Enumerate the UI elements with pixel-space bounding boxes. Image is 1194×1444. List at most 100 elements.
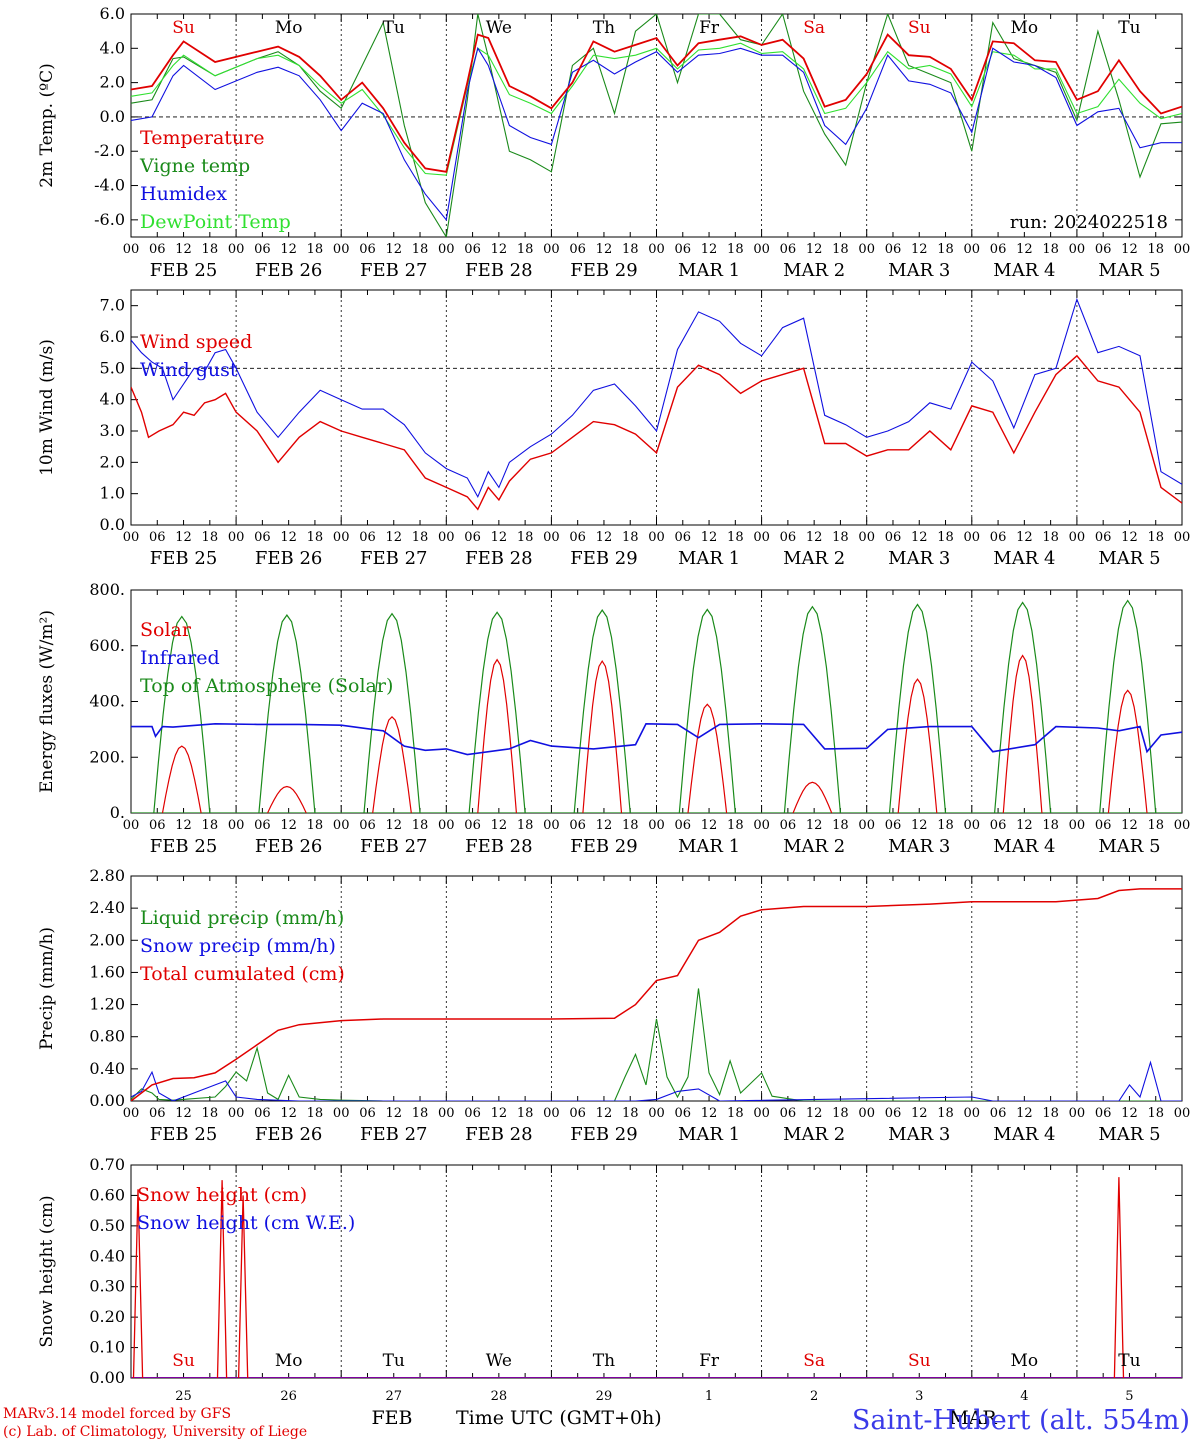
y-tick-label: 0.20 xyxy=(89,1307,125,1326)
weekday-label: Th xyxy=(593,18,615,38)
y-tick-label: -2.0 xyxy=(94,141,125,160)
legend-entry: Snow height (cm W.E.) xyxy=(137,1212,355,1234)
hour-label: 06 xyxy=(990,530,1007,545)
y-axis-label: 2m Temp. (ºC) xyxy=(37,63,57,188)
date-label: FEB 29 xyxy=(570,548,637,569)
hour-label: 00 xyxy=(648,530,665,545)
hour-label: 18 xyxy=(832,530,849,545)
date-label: MAR 2 xyxy=(783,836,845,857)
hour-label: 12 xyxy=(175,1106,192,1121)
hour-label: 00 xyxy=(1174,530,1191,545)
y-tick-label: 7.0 xyxy=(100,296,125,315)
hour-label: 00 xyxy=(1069,242,1086,257)
footer-month-label-2: MAR xyxy=(949,1407,997,1429)
hour-label: 00 xyxy=(648,242,665,257)
date-label: MAR 4 xyxy=(993,548,1055,569)
footer-lab-credit: (c) Lab. of Climatology, University of L… xyxy=(3,1424,307,1440)
hour-label: 12 xyxy=(596,1106,613,1121)
series-line-top-of-atmosphere xyxy=(468,611,526,813)
hour-label: 00 xyxy=(228,1106,245,1121)
hour-label: 12 xyxy=(701,242,718,257)
hour-label: 18 xyxy=(1042,818,1059,833)
hour-label: 18 xyxy=(1147,818,1164,833)
date-label: MAR 2 xyxy=(783,1124,845,1145)
y-tick-label: -4.0 xyxy=(94,176,125,195)
footer-month-label: FEB xyxy=(371,1407,412,1429)
series-line-wind-speed xyxy=(131,354,1182,511)
series-line-solar xyxy=(477,658,517,813)
hour-label: 06 xyxy=(149,530,166,545)
hour-label: 12 xyxy=(280,530,297,545)
series-line-humidex xyxy=(131,46,1182,222)
series-line-infrared xyxy=(131,722,1182,756)
hour-label: 12 xyxy=(1121,818,1138,833)
hour-label: 18 xyxy=(202,818,219,833)
y-tick-label: 0.40 xyxy=(89,1059,125,1078)
series-line-solar xyxy=(1107,689,1148,813)
hour-label: 06 xyxy=(1095,1106,1112,1121)
y-tick-label: 1.60 xyxy=(89,962,125,981)
hour-label: 06 xyxy=(780,1106,797,1121)
hour-label: 06 xyxy=(1095,818,1112,833)
date-label: MAR 5 xyxy=(1098,548,1160,569)
weekday-label: Mo xyxy=(1011,18,1039,38)
date-label: FEB 27 xyxy=(360,1124,427,1145)
date-label: MAR 4 xyxy=(993,836,1055,857)
hour-label: 18 xyxy=(727,1106,744,1121)
legend-entry: Wind speed xyxy=(140,331,252,353)
y-tick-label: 200. xyxy=(89,747,125,766)
day-number-label: 26 xyxy=(280,1389,297,1404)
day-number-label: 1 xyxy=(705,1389,713,1404)
hour-label: 12 xyxy=(1016,242,1033,257)
series-line-solar xyxy=(161,745,202,813)
day-number-label: 29 xyxy=(596,1389,613,1404)
date-label: FEB 28 xyxy=(465,548,532,569)
hour-label: 18 xyxy=(622,1106,639,1121)
date-label: FEB 27 xyxy=(360,260,427,281)
weekday-label: Tu xyxy=(1118,18,1140,38)
series-line-top-of-atmosphere xyxy=(994,601,1052,813)
weekday-label: Fr xyxy=(699,18,720,38)
hour-label: 18 xyxy=(412,1106,429,1121)
date-label: FEB 29 xyxy=(570,1124,637,1145)
hour-label: 00 xyxy=(438,242,455,257)
y-tick-label: 400. xyxy=(89,692,125,711)
hour-label: 06 xyxy=(254,1106,271,1121)
hour-label: 18 xyxy=(727,818,744,833)
hour-label: 06 xyxy=(990,242,1007,257)
date-label: MAR 3 xyxy=(888,836,950,857)
hour-label: 12 xyxy=(491,818,508,833)
y-tick-label: 0.60 xyxy=(89,1185,125,1204)
legend-entry: Liquid precip (mm/h) xyxy=(140,907,344,929)
hour-label: 00 xyxy=(543,530,560,545)
date-label: FEB 29 xyxy=(570,260,637,281)
hour-label: 06 xyxy=(675,530,692,545)
weekday-label: Th xyxy=(593,1351,615,1371)
hour-label: 00 xyxy=(964,530,981,545)
hour-label: 00 xyxy=(1069,530,1086,545)
date-label: MAR 4 xyxy=(993,1124,1055,1145)
hour-label: 06 xyxy=(464,1106,481,1121)
day-number-label: 27 xyxy=(385,1389,402,1404)
panel-4: 2.80 2.40 2.00 1.60 1.20 0.80 0.40 0.00 Precip (… xyxy=(37,866,1190,1145)
day-number-label: 2 xyxy=(810,1389,818,1404)
date-label: FEB 25 xyxy=(150,548,217,569)
hour-label: 18 xyxy=(307,818,324,833)
y-tick-label: 6.0 xyxy=(100,4,125,23)
hour-label: 06 xyxy=(149,1106,166,1121)
hour-label: 18 xyxy=(1042,242,1059,257)
series-spike-snow-height xyxy=(237,1195,249,1378)
hour-label: 06 xyxy=(885,818,902,833)
date-label: FEB 25 xyxy=(150,260,217,281)
date-label: MAR 2 xyxy=(783,260,845,281)
legend-entry: DewPoint Temp xyxy=(140,211,291,233)
day-number-label: 28 xyxy=(491,1389,508,1404)
hour-label: 00 xyxy=(858,1106,875,1121)
hour-label: 12 xyxy=(701,1106,718,1121)
hour-label: 00 xyxy=(753,530,770,545)
y-tick-label: 2.0 xyxy=(100,73,125,92)
hour-label: 18 xyxy=(937,530,954,545)
hour-label: 18 xyxy=(1042,530,1059,545)
hour-label: 12 xyxy=(491,242,508,257)
